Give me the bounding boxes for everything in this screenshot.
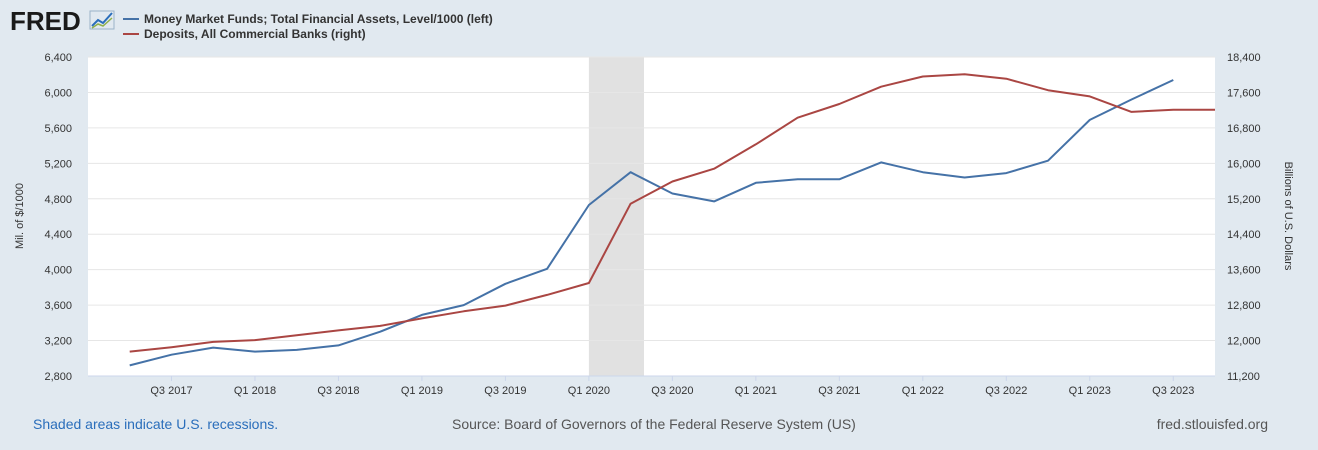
x-tick-label: Q3 2023 [1152,385,1194,397]
x-tick-label: Q1 2020 [568,385,610,397]
left-tick-label: 4,400 [44,229,72,241]
x-tick-label: Q3 2018 [317,385,359,397]
x-tick-label: Q3 2017 [150,385,192,397]
x-tick-label: Q3 2021 [818,385,860,397]
x-tick-label: Q1 2021 [735,385,777,397]
left-tick-label: 4,800 [44,194,72,206]
right-axis-title: Billions of U.S. Dollars [1282,162,1294,271]
left-tick-label: 3,200 [44,336,72,348]
x-tick-label: Q3 2022 [985,385,1027,397]
left-tick-label: 2,800 [44,371,72,383]
fred-logo[interactable]: FRED [10,6,115,36]
fred-logo-chart-icon [89,10,115,30]
recession-note-link[interactable]: Shaded areas indicate U.S. recessions. [33,416,279,432]
right-tick-label: 16,800 [1227,123,1261,135]
x-tick-label: Q3 2020 [651,385,693,397]
legend-label-money-market: Money Market Funds; Total Financial Asse… [144,12,493,26]
right-tick-label: 16,000 [1227,158,1261,170]
fred-logo-text: FRED [10,6,81,36]
series-line-commercial-bank-deposits [129,73,1215,353]
source-text: Source: Board of Governors of the Federa… [452,416,856,432]
right-tick-label: 13,600 [1227,265,1261,277]
gridlines [88,56,1215,342]
right-axis-ticks: 11,200 12,000 12,800 13,600 14,400 15,200 16,0… [1227,52,1261,383]
right-tick-label: 17,600 [1227,87,1261,99]
left-axis-ticks: 2,800 3,200 3,600 4,000 4,400 4,800 5,200 5,600… [44,52,72,383]
legend: Money Market Funds; Total Financial Asse… [123,12,493,41]
left-tick-label: 5,600 [44,123,72,135]
plot-background [88,57,1215,376]
recession-band [588,57,644,376]
left-tick-label: 3,600 [44,300,72,312]
left-tick-label: 5,200 [44,158,72,170]
right-tick-label: 12,800 [1227,300,1261,312]
legend-label-deposits: Deposits, All Commercial Banks (right) [144,27,366,41]
left-tick-label: 6,000 [44,87,72,99]
left-axis-title: Mil. of $/1000 [14,183,26,249]
footer: Shaded areas indicate U.S. recessions. S… [0,416,1318,436]
x-axis-ticks: Q3 2017 Q1 2018 Q3 2018 Q1 2019 Q3 2019 Q1 20… [150,376,1194,397]
left-tick-label: 6,400 [44,52,72,64]
left-tick-label: 4,000 [44,265,72,277]
series-group [129,73,1215,367]
x-tick-label: Q3 2019 [484,385,526,397]
site-link[interactable]: fred.stlouisfed.org [1156,416,1268,432]
right-tick-label: 11,200 [1227,371,1260,383]
right-tick-label: 18,400 [1227,52,1261,64]
right-tick-label: 15,200 [1227,194,1261,206]
x-tick-label: Q1 2019 [401,385,443,397]
x-tick-label: Q1 2022 [902,385,944,397]
series-line-money-market-funds [129,79,1174,367]
right-tick-label: 12,000 [1227,336,1261,348]
x-tick-label: Q1 2023 [1069,385,1111,397]
x-tick-label: Q1 2018 [234,385,276,397]
right-tick-label: 14,400 [1227,229,1261,241]
